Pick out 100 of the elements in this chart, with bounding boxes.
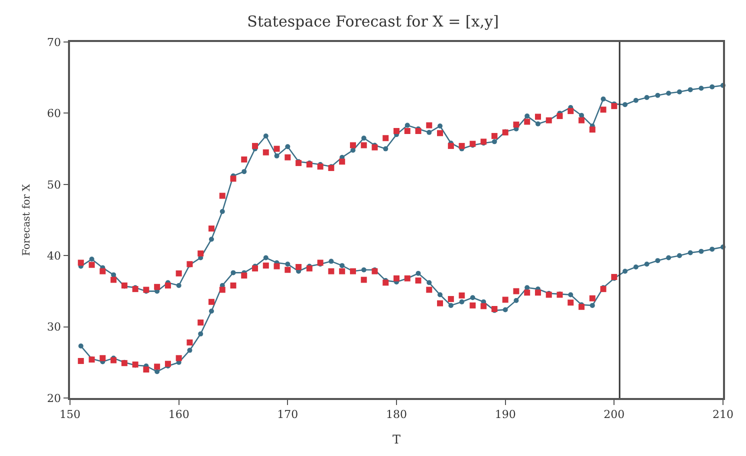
point — [666, 90, 672, 96]
point — [252, 265, 258, 272]
point — [100, 355, 106, 362]
point — [426, 122, 432, 128]
point — [350, 142, 356, 148]
point — [317, 164, 324, 170]
point — [208, 308, 214, 314]
point — [710, 246, 715, 252]
point — [589, 126, 596, 133]
point — [111, 272, 116, 278]
point — [360, 276, 367, 283]
point — [220, 208, 225, 214]
point — [676, 253, 682, 258]
y-tick-label: 40 — [47, 249, 62, 262]
point — [274, 263, 280, 270]
point — [590, 302, 595, 308]
y-tick-label: 30 — [47, 320, 62, 334]
chart-title: Statespace Forecast for X = [x,y] — [247, 12, 499, 30]
point — [698, 248, 704, 254]
point — [415, 128, 422, 134]
x-tick-label: 180 — [386, 408, 407, 421]
point — [492, 139, 497, 144]
point — [361, 136, 366, 141]
point — [274, 153, 280, 158]
point — [241, 272, 248, 279]
x-tick-label: 170 — [277, 408, 298, 421]
point — [480, 303, 487, 310]
point — [154, 369, 160, 374]
y-tick-label: 50 — [47, 178, 62, 192]
point — [568, 300, 574, 306]
point — [230, 176, 236, 182]
point — [164, 360, 171, 367]
point — [524, 114, 530, 119]
point — [404, 128, 410, 134]
point — [579, 112, 584, 118]
point — [416, 270, 421, 276]
x-tick-label: 150 — [60, 408, 80, 421]
point — [219, 286, 226, 293]
point — [502, 307, 508, 312]
point — [534, 114, 541, 120]
point — [339, 158, 346, 165]
x-tick-label: 160 — [168, 408, 190, 421]
point — [262, 262, 269, 269]
point — [110, 276, 117, 283]
point — [438, 292, 443, 298]
point — [89, 256, 94, 262]
point — [284, 266, 291, 273]
point — [361, 267, 366, 272]
y-axis-title: Forecast for X — [22, 183, 33, 256]
point — [100, 268, 106, 274]
y-tick-label: 70 — [47, 36, 62, 49]
point — [600, 106, 606, 113]
point — [154, 284, 160, 290]
point — [383, 146, 388, 152]
y-tick-label: 60 — [47, 107, 62, 120]
point — [242, 169, 247, 174]
point — [458, 142, 465, 149]
point — [644, 95, 650, 100]
point — [164, 282, 171, 288]
point — [710, 84, 715, 90]
point — [633, 98, 638, 103]
point — [578, 304, 585, 310]
point — [688, 250, 693, 256]
point — [187, 348, 192, 353]
point — [394, 128, 400, 134]
point — [666, 255, 672, 260]
point — [426, 286, 432, 293]
point — [437, 300, 444, 306]
point — [176, 283, 182, 288]
x-tick-label: 190 — [494, 408, 516, 421]
point — [350, 148, 356, 153]
point — [284, 154, 291, 160]
point — [404, 122, 410, 128]
point — [198, 320, 204, 326]
point — [534, 290, 541, 296]
point — [513, 288, 520, 294]
point — [198, 331, 204, 336]
point — [372, 144, 378, 150]
point — [252, 142, 258, 149]
point — [513, 122, 520, 128]
point — [382, 135, 389, 142]
point — [339, 268, 346, 274]
point — [285, 262, 290, 267]
point — [458, 292, 465, 298]
point — [208, 236, 214, 242]
point — [426, 130, 432, 135]
point — [437, 130, 444, 136]
point — [470, 295, 476, 300]
point — [306, 265, 312, 272]
point — [328, 258, 334, 264]
point — [263, 133, 268, 138]
point — [524, 118, 530, 125]
point — [491, 132, 498, 139]
point — [262, 149, 269, 156]
point — [230, 282, 236, 288]
point — [328, 268, 334, 274]
point — [230, 270, 236, 276]
point — [154, 364, 160, 370]
point — [143, 366, 150, 373]
point — [524, 290, 530, 296]
